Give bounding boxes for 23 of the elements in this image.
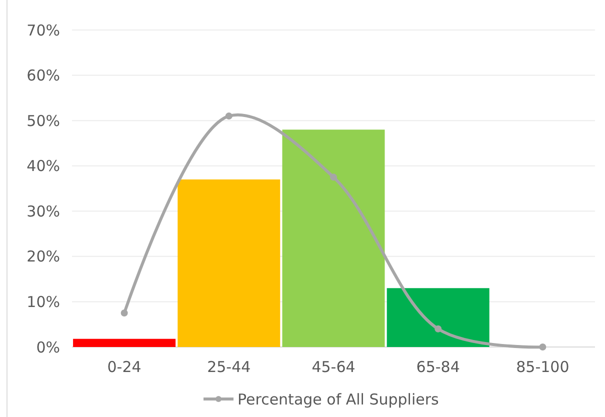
x-tick-label: 0-24 <box>107 358 142 376</box>
x-tick-label: 45-64 <box>312 358 356 376</box>
y-tick-label: 50% <box>26 112 60 130</box>
y-tick-label: 10% <box>26 292 60 311</box>
y-tick-label: 60% <box>26 66 60 85</box>
x-tick-label: 65-84 <box>416 358 460 376</box>
legend-label: Percentage of All Suppliers <box>238 390 440 408</box>
x-tick-label: 25-44 <box>207 358 251 376</box>
point <box>539 344 546 350</box>
point <box>434 325 442 332</box>
y-tick-label: 30% <box>26 202 60 220</box>
x-tick-label: 85-100 <box>516 358 570 376</box>
bar <box>178 179 280 347</box>
y-tick-label: 20% <box>26 248 60 266</box>
point <box>330 174 337 181</box>
y-tick-label: 0% <box>36 338 60 356</box>
point <box>225 112 232 120</box>
point <box>120 310 128 317</box>
bar <box>73 338 176 347</box>
y-tick-label: 70% <box>26 21 60 40</box>
bar <box>386 288 490 347</box>
y-tick-label: 40% <box>26 157 60 176</box>
bar <box>282 130 385 347</box>
